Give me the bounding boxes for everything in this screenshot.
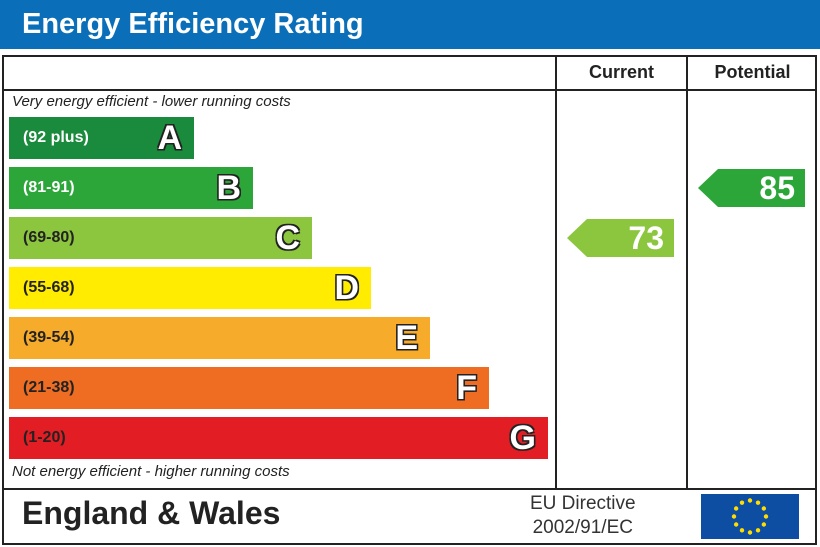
band-D: (55-68) D: [9, 267, 371, 309]
band-letter: C: [275, 219, 300, 257]
band-E: (39-54) E: [9, 317, 430, 359]
column-header-current: Current: [588, 62, 654, 82]
star: [761, 522, 767, 527]
directive-line2: 2002/91/EC: [532, 517, 633, 538]
eu-directive: EU Directive 2002/91/EC: [530, 492, 636, 540]
star: [733, 522, 739, 527]
column-header-potential: Potential: [714, 62, 791, 82]
band-letter: A: [157, 119, 182, 157]
band-range: (55-68): [23, 279, 75, 296]
region-label: England & Wales: [22, 495, 281, 531]
star: [739, 500, 745, 505]
band-range: (1-20): [23, 429, 66, 446]
star: [755, 528, 761, 533]
divider: [686, 55, 688, 490]
star: [739, 528, 745, 533]
band-range: (39-54): [23, 329, 75, 346]
band-F: (21-38) F: [9, 367, 489, 409]
divider: [555, 55, 557, 490]
current-rating-value: 73: [628, 220, 664, 256]
star: [747, 498, 753, 503]
star: [761, 506, 767, 511]
band-range: (81-91): [23, 179, 75, 196]
eu-flag-icon: [701, 494, 799, 539]
band-A: (92 plus) A: [9, 117, 194, 159]
band-letter: E: [395, 319, 418, 357]
chart-title: Energy Efficiency Rating: [0, 0, 820, 49]
band-range: (21-38): [23, 379, 75, 396]
band-range: (92 plus): [23, 129, 89, 146]
star: [747, 530, 753, 535]
band-C: (69-80) C: [9, 217, 312, 259]
star: [755, 500, 761, 505]
band-letter: D: [334, 269, 359, 307]
potential-rating-value: 85: [759, 170, 795, 206]
band-letter: B: [216, 169, 241, 207]
current-rating-arrow: 73: [567, 219, 674, 257]
band-letter: F: [456, 369, 477, 407]
band-letter: G: [509, 419, 536, 457]
potential-rating-arrow: 85: [698, 169, 805, 207]
note-bottom: Not energy efficient - higher running co…: [12, 463, 290, 480]
band-B: (81-91) B: [9, 167, 253, 209]
band-G: (1-20) G: [9, 417, 548, 459]
star: [731, 514, 737, 519]
star: [763, 514, 769, 519]
directive-line1: EU Directive: [530, 493, 636, 514]
star: [733, 506, 739, 511]
note-top: Very energy efficient - lower running co…: [12, 93, 291, 110]
footer-divider: [2, 488, 817, 490]
header-divider: [2, 89, 817, 91]
band-range: (69-80): [23, 229, 75, 246]
chart-frame: [2, 55, 817, 545]
